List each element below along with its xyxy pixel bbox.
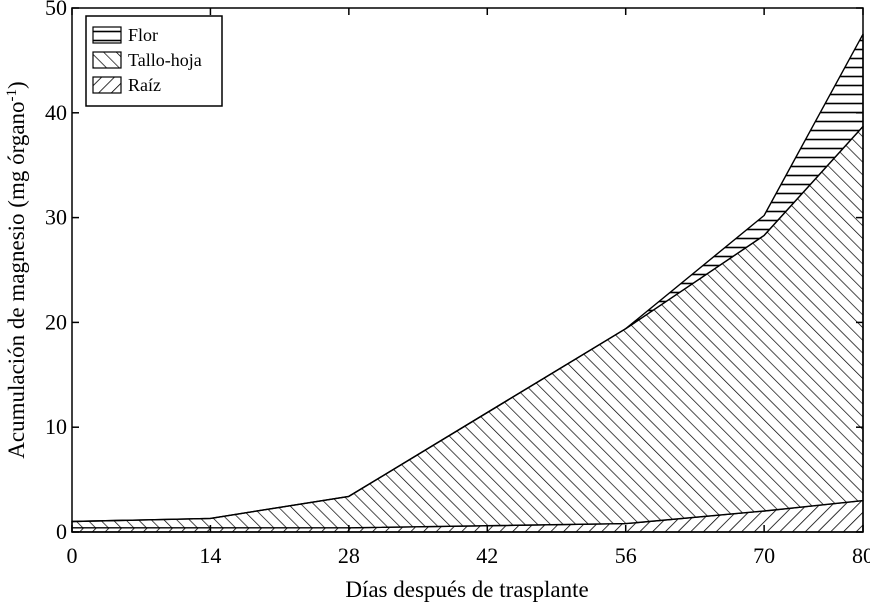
- legend-label-ra-z: Raíz: [128, 75, 161, 95]
- y-tick-label: 40: [45, 100, 67, 125]
- legend-label-tallo-hoja: Tallo-hoja: [128, 50, 202, 70]
- y-tick-label: 30: [45, 205, 67, 230]
- y-tick-label: 0: [56, 519, 67, 544]
- legend: Flor Tallo-hoja Raíz: [85, 15, 223, 107]
- x-tick-label: 28: [338, 543, 360, 568]
- x-tick-label: 56: [615, 543, 637, 568]
- y-tick-label: 50: [45, 0, 67, 20]
- x-tick-label: 80: [852, 543, 870, 568]
- legend-swatch-ra-z: [92, 76, 122, 94]
- y-axis-label: Acumulación de magnesio (mg órgano-1): [4, 81, 29, 458]
- x-tick-label: 42: [476, 543, 498, 568]
- legend-swatch-tallo-hoja: [92, 51, 122, 69]
- y-tick-label: 10: [45, 414, 67, 439]
- legend-swatch-flor: [92, 26, 122, 44]
- plot-frame: [71, 7, 864, 533]
- x-axis-label: Días después de trasplante: [345, 577, 588, 602]
- x-tick-label: 0: [67, 543, 78, 568]
- area-layers: [71, 33, 864, 533]
- area-tallo-hoja: [71, 125, 864, 529]
- x-tick-label: 70: [753, 543, 775, 568]
- y-tick-label: 20: [45, 309, 67, 334]
- axis-ticks: 0 14 28 42 56 70 80 0 10 20 30 40 50: [45, 0, 870, 568]
- x-tick-label: 14: [199, 543, 221, 568]
- legend-label-flor: Flor: [128, 25, 158, 45]
